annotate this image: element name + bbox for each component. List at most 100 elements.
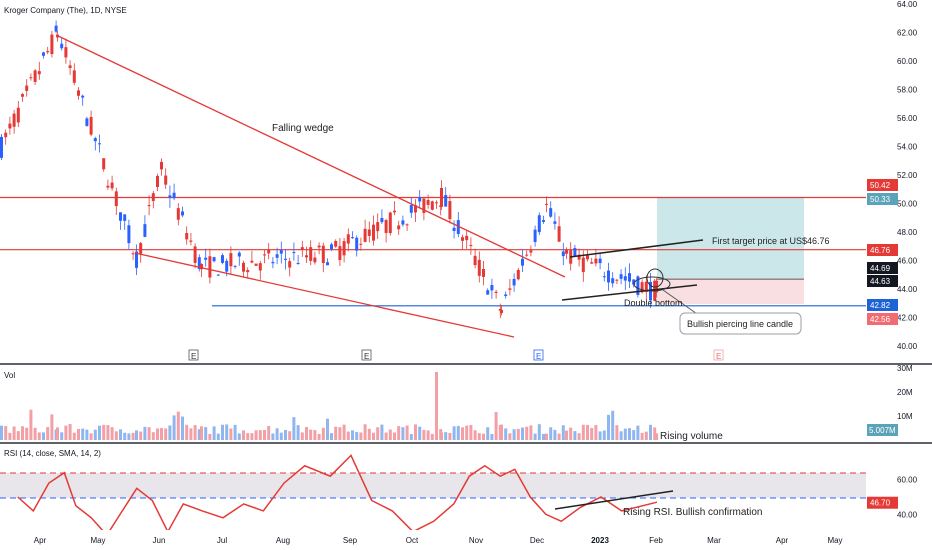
volume-bar	[139, 431, 143, 440]
volume-bar	[482, 433, 485, 440]
volume-bar	[456, 425, 460, 440]
candle	[8, 123, 12, 129]
candle	[623, 276, 627, 281]
volume-annotation: Rising volume	[660, 431, 723, 442]
price-label: 46.76	[870, 246, 891, 255]
volume-bar	[156, 428, 159, 440]
candle	[204, 257, 208, 260]
volume-bar	[338, 427, 342, 440]
x-tick-label: Oct	[406, 536, 419, 545]
candle	[549, 208, 553, 217]
candle	[512, 278, 516, 286]
volume-bar	[334, 426, 338, 440]
candle	[338, 246, 342, 261]
volume-bar	[500, 424, 503, 440]
volume-bar	[549, 427, 553, 440]
candle	[42, 52, 45, 56]
event-marker[interactable]: E	[364, 352, 369, 361]
candle	[545, 203, 548, 205]
volume-bar	[275, 428, 279, 440]
volume-bar	[632, 430, 636, 440]
volume-bar	[64, 425, 68, 440]
volume-bar	[321, 427, 325, 440]
candle	[586, 255, 589, 260]
volume-bar	[435, 372, 438, 440]
price-pane[interactable]	[0, 0, 866, 362]
volume-bar	[545, 433, 548, 440]
candle	[367, 229, 371, 236]
event-marker[interactable]: E	[716, 352, 721, 361]
candle	[147, 205, 151, 207]
volume-bar	[200, 426, 203, 440]
candle	[577, 254, 581, 260]
candle	[229, 253, 233, 267]
volume-bar	[193, 425, 197, 440]
price-label-box	[867, 275, 898, 287]
event-marker[interactable]: E	[536, 352, 541, 361]
candle	[561, 251, 565, 257]
volume-bar	[504, 428, 508, 440]
rsi-last-value-box	[867, 496, 898, 509]
volume-bar	[168, 425, 172, 440]
time-axis[interactable]	[0, 530, 932, 550]
candle	[309, 247, 313, 261]
volume-bar	[98, 425, 101, 440]
wedge-lower-line	[134, 252, 515, 338]
y-tick-label: 56.00	[897, 114, 918, 123]
candle	[292, 252, 296, 254]
candle	[611, 278, 615, 284]
volume-bar	[284, 429, 287, 440]
volume-bar	[279, 432, 283, 440]
candle	[242, 262, 245, 272]
volume-bar	[409, 433, 413, 440]
candle	[176, 208, 180, 220]
candle	[208, 256, 212, 278]
volume-bar	[512, 429, 516, 440]
candle	[68, 65, 72, 69]
volume-bar	[56, 427, 59, 440]
rsi-trend-line	[554, 490, 674, 510]
candle	[89, 116, 93, 135]
volume-bar	[106, 425, 110, 440]
candle	[254, 263, 258, 266]
candle	[25, 85, 29, 91]
callout-pointer	[662, 289, 701, 317]
rsi-annotation: Rising RSI. Bullish confirmation	[623, 507, 763, 518]
candle	[393, 210, 396, 213]
volume-bar	[127, 433, 131, 440]
volume-bar	[440, 432, 443, 440]
volume-bar	[418, 426, 422, 440]
volume-bar	[197, 429, 201, 440]
volume-bar	[473, 430, 477, 440]
volume-bar	[258, 430, 262, 440]
candle	[172, 192, 176, 199]
candle	[135, 251, 138, 268]
x-tick-label: Feb	[649, 536, 663, 545]
candle	[498, 309, 502, 311]
x-tick-label: Apr	[776, 536, 789, 545]
candle	[430, 201, 434, 210]
candle	[363, 228, 367, 242]
candle	[565, 249, 568, 254]
candle	[573, 247, 577, 257]
volume-bar	[250, 433, 254, 440]
volume-bar	[305, 426, 308, 440]
volume-bar	[414, 424, 417, 440]
volume-bar	[508, 433, 512, 440]
candle	[494, 291, 498, 293]
wedge-upper-line	[55, 34, 566, 278]
volume-bar	[405, 425, 409, 440]
candle	[598, 258, 602, 264]
volume-bar	[68, 424, 72, 440]
candle	[444, 195, 448, 207]
volume-bar	[93, 429, 97, 440]
candle	[189, 240, 193, 242]
volume-bar	[300, 432, 304, 440]
candle	[102, 158, 106, 170]
event-marker[interactable]: E	[191, 352, 196, 361]
candle	[440, 187, 443, 207]
rsi-last-value: 46.70	[870, 499, 891, 508]
volume-bar	[653, 427, 657, 440]
volume-last-value-box	[867, 424, 898, 436]
volume-bar	[81, 428, 85, 440]
